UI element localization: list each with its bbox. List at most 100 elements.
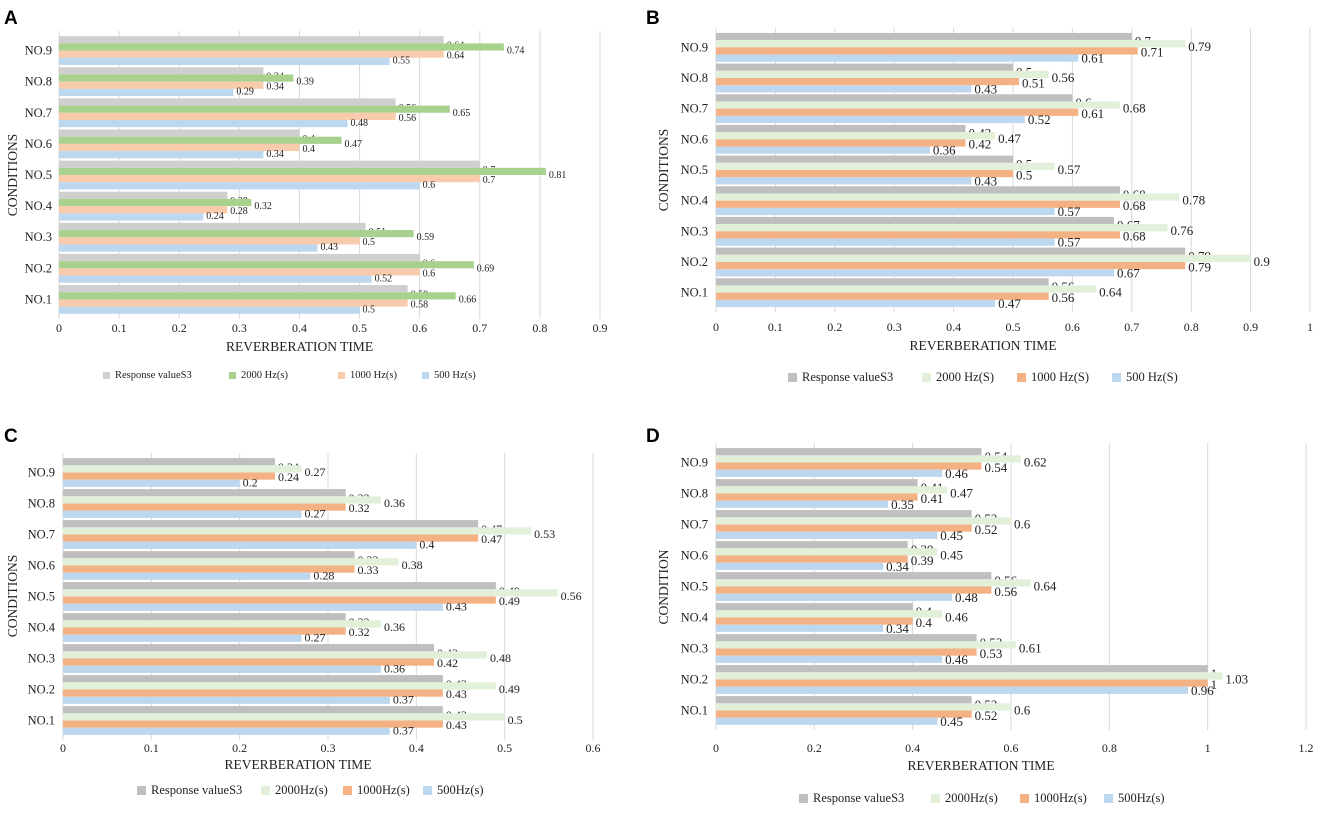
bar-c-3 [63,627,346,635]
legend-label: 1000 Hz(S) [1031,370,1089,384]
data-label: 0.28 [230,206,248,217]
bar-a-3 [59,299,408,307]
bar-b-1 [716,94,1073,102]
data-label: 0.66 [459,294,477,305]
bar-a-4 [59,119,348,128]
data-label: 0.61 [1081,51,1104,66]
bar-a-2 [59,230,414,238]
data-label: 0.42 [437,656,458,670]
x-axis-title: REVERBERATION TIME [224,757,371,772]
x-tick-label: 0.4 [946,320,961,334]
data-label: 0.74 [507,46,525,57]
x-tick-label: 0 [713,741,719,755]
bar-a-2 [59,198,252,207]
category-label: NO.4 [681,194,709,208]
data-label: 0.52 [975,708,998,723]
data-label: 0.43 [446,718,467,732]
data-label: 0.52 [375,273,393,284]
bar-c-1 [63,675,443,683]
data-label: 0.6 [1014,516,1031,531]
data-label: 0.57 [1058,235,1081,250]
data-label: 0.2 [243,476,258,490]
bar-a-2 [59,167,546,175]
x-tick-label: 0.3 [887,320,902,334]
legend-label: 2000 Hz(S) [936,370,994,384]
data-label: 0.27 [305,507,326,521]
bar-d-3 [716,462,982,470]
data-label: 0.45 [940,528,963,543]
data-label: 0.46 [945,652,968,667]
bar-c-1 [63,551,355,559]
bar-a-3 [59,268,420,276]
bar-a-1 [59,98,396,106]
legend-swatch [103,372,110,379]
x-tick-label: 0.5 [497,741,512,755]
data-label: 0.68 [1123,229,1146,244]
x-axis-title: REVERBERATION TIME [909,338,1056,353]
data-label: 0.59 [417,232,435,243]
bar-b-2 [716,40,1186,48]
bar-a-4 [59,182,420,190]
category-label: NO.9 [681,456,708,470]
data-label: 0.67 [1117,265,1140,280]
data-label: 0.24 [206,211,224,222]
category-label: NO.6 [25,137,52,151]
data-label: 0.7 [483,175,496,186]
category-label: NO.4 [25,199,53,213]
data-label: 0.48 [490,651,511,665]
legend-swatch [1017,373,1026,382]
legend-swatch [423,786,432,795]
legend-swatch [338,372,345,379]
bar-a-2 [59,292,456,300]
legend-label: 2000 Hz(s) [241,370,288,381]
data-label: 0.65 [453,108,471,119]
x-tick-label: 0.6 [412,321,427,335]
category-label: NO.6 [681,549,708,563]
x-tick-label: 0.1 [144,741,159,755]
bar-c-2 [63,496,381,504]
bar-d-1 [716,603,913,611]
x-tick-label: 0.8 [1102,741,1117,755]
data-label: 0.43 [446,600,467,614]
data-label: 0.56 [994,584,1017,599]
x-tick-label: 0.9 [593,321,608,335]
bar-b-4 [716,299,996,308]
bar-c-2 [63,651,487,659]
bar-d-2 [716,548,938,556]
data-label: 0.6 [1014,702,1031,717]
bar-a-4 [59,88,234,97]
category-label: NO.8 [28,497,55,511]
data-label: 0.5 [363,237,376,248]
x-tick-label: 0.3 [321,741,336,755]
category-label: NO.3 [681,642,708,656]
x-tick-label: 0.5 [1006,320,1021,334]
data-label: 0.47 [998,296,1021,311]
legend-label: 2000Hz(s) [275,783,328,797]
bar-d-4 [716,531,938,539]
data-label: 0.34 [886,621,909,636]
category-label: NO.3 [28,652,55,666]
bar-d-1 [716,541,908,549]
bar-c-1 [63,489,346,497]
data-label: 0.61 [1019,640,1042,655]
bar-c-3 [63,689,443,697]
data-label: 0.36 [384,496,405,510]
legend-label: Response valueS3 [151,783,242,797]
bar-a-1 [59,129,300,137]
data-label: 0.43 [446,687,467,701]
chart-panel-d: D 0 0.2 0.4 0.6 0.8 1 1.2 REVERBERATION TIME COND… [646,426,1314,805]
data-label: 0.27 [305,631,326,645]
data-label: 0.52 [975,522,998,537]
bar-d-2 [716,579,1031,587]
bar-a-3 [59,237,360,245]
legend-label: 500 Hz(S) [1126,370,1178,384]
data-label: 0.34 [266,82,284,93]
bar-c-1 [63,458,275,466]
bar-d-1 [716,665,1208,673]
bar-b-2 [716,101,1120,109]
chart-panel-c: C 0 0.1 0.2 0.3 0.4 0.5 0.6 REVERBERATION TIME CO… [4,426,601,797]
bar-a-1 [59,67,264,75]
bar-a-3 [59,206,228,214]
x-tick-label: 0.6 [1065,320,1080,334]
data-label: 0.36 [933,143,956,158]
